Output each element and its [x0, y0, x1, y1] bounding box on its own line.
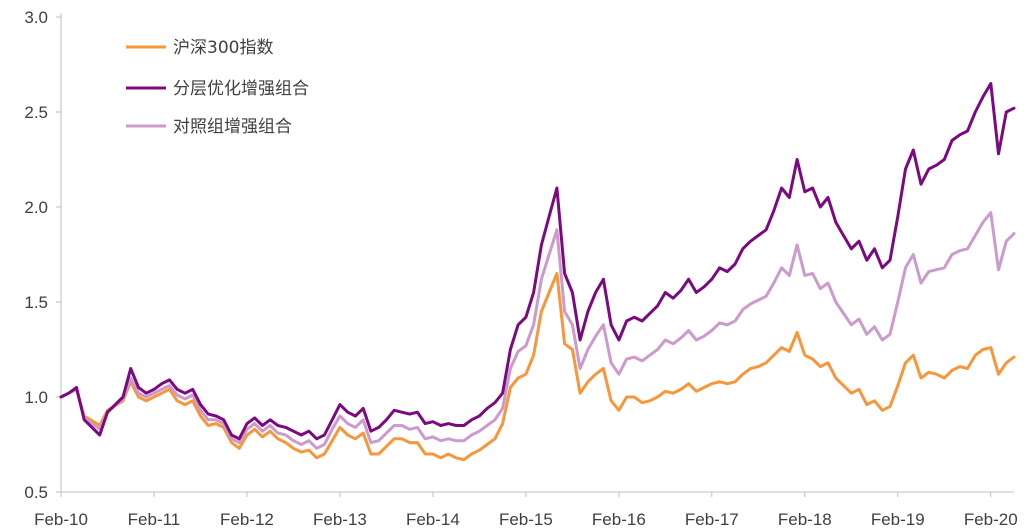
- x-tick-label: Feb-12: [220, 510, 274, 529]
- x-tick-label: Feb-13: [313, 510, 367, 529]
- x-tick-label: Feb-18: [778, 510, 832, 529]
- x-tick-label: Feb-16: [592, 510, 646, 529]
- series-line-2: [59, 211, 1016, 450]
- y-tick-label: 2.0: [24, 198, 48, 217]
- series-line-0: [59, 272, 1016, 462]
- legend-label-2: 对照组增强组合: [173, 117, 292, 137]
- y-tick-label: 1.5: [24, 293, 48, 312]
- x-tick-label: Feb-20: [964, 510, 1018, 529]
- x-tick-label: Feb-15: [499, 510, 553, 529]
- series-line-1: [59, 82, 1016, 441]
- y-tick-label: 0.5: [24, 483, 48, 502]
- y-tick-label: 2.5: [24, 103, 48, 122]
- legend-label-1: 分层优化增强组合: [173, 79, 309, 99]
- legend-label-0: 沪深300指数: [173, 38, 273, 58]
- axes: 0.5 1.0 1.5 2.0 2.5 3.0 Feb-10 Feb-11 Feb-12 Feb-…: [24, 8, 1017, 529]
- x-tick-label: Feb-19: [871, 510, 925, 529]
- x-tick-label: Feb-14: [406, 510, 460, 529]
- y-tick-label: 1.0: [24, 388, 48, 407]
- series-layer: [59, 82, 1016, 462]
- x-tick-label: Feb-10: [34, 510, 88, 529]
- x-tick-label: Feb-17: [685, 510, 739, 529]
- x-tick-label: Feb-11: [128, 510, 181, 529]
- y-tick-label: 3.0: [24, 8, 48, 27]
